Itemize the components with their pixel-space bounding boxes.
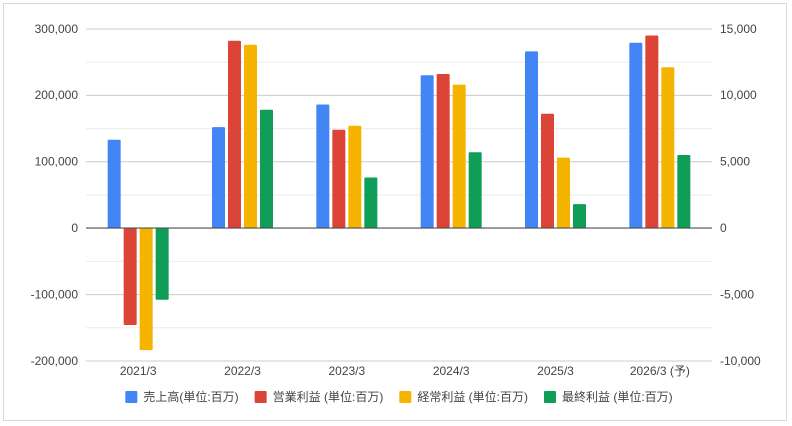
bar-営業利益-2021/3 xyxy=(123,228,137,325)
bar-経常利益-2025/3 xyxy=(557,157,570,228)
bar-経常利益-2021/3 xyxy=(139,228,153,351)
bar-売上高単位:百万-2021/3 xyxy=(107,139,121,228)
bar-最終利益-2023/3 xyxy=(364,177,378,228)
bar-売上高単位:百万-2022/3 xyxy=(212,127,225,228)
bar-売上高単位:百万-2024/3 xyxy=(420,75,434,228)
x-tick-label: 2021/3 xyxy=(120,364,157,378)
left-tick-label: 100,000 xyxy=(35,155,79,169)
right-tick-label: -5,000 xyxy=(720,287,754,301)
x-axis-ticks: 2021/3 2022/3 2023/3 2024/3 2025/3 2026/3 (予) xyxy=(120,364,690,378)
bar-経常利益-2026/3 (予) xyxy=(661,67,675,228)
left-tick-label: 300,000 xyxy=(35,22,79,36)
bar-最終利益-2026/3 (予) xyxy=(677,154,691,228)
left-tick-label: -200,000 xyxy=(31,354,79,368)
x-tick-label: 2023/3 xyxy=(328,364,365,378)
bar-売上高単位:百万-2026/3 (予) xyxy=(629,42,643,228)
bar-経常利益-2022/3 xyxy=(244,44,257,229)
bar-営業利益-2023/3 xyxy=(332,129,346,228)
legend-label: 最終利益 (単位:百万) xyxy=(562,389,673,404)
legend-swatch xyxy=(254,391,267,403)
bar-最終利益-2024/3 xyxy=(468,152,482,228)
legend-label: 経常利益 (単位:百万) xyxy=(417,389,528,404)
bars xyxy=(107,35,691,351)
right-tick-label: 15,000 xyxy=(720,22,757,36)
bar-営業利益-2022/3 xyxy=(228,40,241,228)
bar-最終利益-2021/3 xyxy=(155,228,169,300)
left-tick-label: 0 xyxy=(71,221,78,235)
bar-営業利益-2026/3 (予) xyxy=(645,35,659,228)
right-tick-label: -10,000 xyxy=(720,354,761,368)
bar-営業利益-2024/3 xyxy=(436,73,450,229)
legend-label: 売上高(単位:百万) xyxy=(143,389,238,404)
bar-営業利益-2025/3 xyxy=(541,113,554,228)
bar-売上高単位:百万-2023/3 xyxy=(316,104,330,228)
bar-売上高単位:百万-2025/3 xyxy=(525,51,538,228)
legend-label: 営業利益 (単位:百万) xyxy=(273,389,384,404)
legend-swatch xyxy=(544,391,556,403)
right-axis-ticks: 15,000 10,000 5,000 0 -5,000 -10,000 xyxy=(720,22,761,368)
legend-item: 営業利益 (単位:百万) xyxy=(254,389,384,404)
x-tick-label: 2022/3 xyxy=(224,364,261,378)
legend-item: 売上高(単位:百万) xyxy=(125,389,239,404)
gridlines xyxy=(86,28,712,362)
legend: 売上高(単位:百万) 営業利益 (単位:百万) 経常利益 (単位:百万) 最終利益 (… xyxy=(125,389,673,404)
x-tick-label: 2025/3 xyxy=(537,364,574,378)
right-tick-label: 0 xyxy=(720,221,727,235)
bar-最終利益-2025/3 xyxy=(573,204,586,228)
legend-item: 経常利益 (単位:百万) xyxy=(399,389,528,404)
right-tick-label: 5,000 xyxy=(720,155,750,169)
x-tick-label: 2024/3 xyxy=(433,364,470,378)
bar-最終利益-2022/3 xyxy=(260,109,273,228)
x-tick-label: 2026/3 (予) xyxy=(630,364,690,378)
right-tick-label: 10,000 xyxy=(720,88,757,102)
left-axis-ticks: 300,000 200,000 100,000 0 -100,000 -200,000 xyxy=(31,22,79,368)
legend-swatch xyxy=(399,391,412,403)
left-tick-label: 200,000 xyxy=(35,88,79,102)
left-tick-label: -100,000 xyxy=(31,287,79,301)
legend-swatch xyxy=(125,391,138,403)
legend-item: 最終利益 (単位:百万) xyxy=(544,389,673,404)
bar-経常利益-2023/3 xyxy=(348,125,362,228)
bar-経常利益-2024/3 xyxy=(452,84,466,229)
